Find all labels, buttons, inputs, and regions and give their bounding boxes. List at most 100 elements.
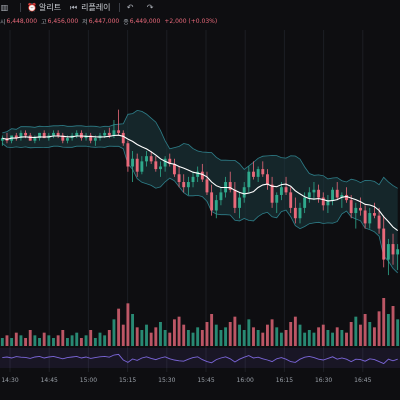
volume-bar — [52, 338, 55, 346]
redo-button[interactable]: ↷ — [146, 3, 158, 12]
volume-bar — [24, 338, 28, 346]
open-value: 6,448,000 — [6, 17, 38, 25]
volume-bar — [154, 327, 158, 346]
volume-bar — [279, 332, 283, 346]
volume-bar — [335, 327, 339, 346]
redo-icon: ↷ — [146, 2, 154, 12]
volume-bar — [354, 316, 358, 346]
volume-bar — [196, 327, 200, 346]
volume-bar — [75, 332, 79, 346]
volume-bar — [205, 322, 209, 346]
volume-bar — [270, 319, 274, 346]
chart-type-icon: ▥ — [0, 2, 9, 12]
volume-bar — [363, 314, 367, 346]
volume-bar — [28, 330, 32, 346]
candle-body — [298, 207, 302, 219]
volume-bar — [112, 319, 116, 346]
candle-body — [172, 163, 176, 175]
replay-icon: ⏮ — [69, 2, 78, 12]
volume-bar — [163, 330, 167, 346]
volume-bar — [168, 332, 172, 346]
candle-body — [24, 132, 28, 136]
volume-bar — [61, 330, 65, 346]
candle-body — [140, 161, 144, 172]
volume-bar — [359, 324, 362, 346]
candle-body — [38, 132, 41, 139]
candle-body — [159, 166, 162, 170]
volume-bar — [93, 338, 97, 346]
volume-bar — [84, 335, 88, 346]
candle-body — [177, 174, 181, 183]
volume-bar — [177, 316, 181, 346]
candle-body — [312, 189, 316, 193]
toolbar-divider — [20, 2, 21, 12]
candle-body — [205, 179, 209, 193]
volume-bar — [98, 332, 102, 346]
replay-button[interactable]: ⏮ 리플레이 — [69, 2, 111, 13]
candle-body — [359, 207, 362, 211]
moving-average-line — [2, 134, 399, 232]
volume-bar — [10, 338, 14, 346]
chart-type-button[interactable]: ▥ — [0, 3, 12, 12]
alert-button[interactable]: ⏰ 알리트 — [27, 2, 61, 13]
volume-bar — [396, 319, 400, 346]
candle-body — [252, 171, 255, 177]
volume-bar — [247, 319, 251, 346]
candle-body — [335, 189, 339, 198]
volume-bar — [38, 338, 41, 346]
undo-button[interactable]: ↶ — [126, 3, 138, 12]
volume-bar — [182, 324, 186, 346]
rsi-line — [2, 353, 398, 365]
x-tick-label: 15:30 — [158, 377, 175, 384]
candle-body — [340, 194, 344, 198]
volume-bar — [214, 324, 218, 346]
candle-body — [93, 138, 97, 141]
candle-body — [186, 182, 190, 188]
volume-bar — [386, 314, 390, 346]
candle-body — [349, 200, 353, 214]
candle-body — [256, 169, 260, 177]
candle-body — [391, 244, 395, 255]
candle-body — [154, 161, 158, 170]
volume-bar — [0, 338, 4, 346]
low-key: 저 — [82, 18, 88, 26]
x-tick-label: 15:00 — [80, 377, 97, 384]
volume-bar — [326, 330, 330, 346]
candle-body — [56, 132, 60, 136]
volume-bar — [238, 324, 241, 346]
candle-body — [242, 187, 246, 198]
open-key: 시 — [0, 18, 6, 26]
volume-bar — [289, 322, 293, 346]
volume-bar — [210, 314, 214, 346]
volume-bar — [252, 327, 255, 346]
candle-body — [145, 156, 148, 162]
volume-bar — [228, 322, 232, 346]
candle-body — [214, 200, 218, 211]
candle-body — [270, 184, 274, 203]
volume-bar — [242, 330, 246, 346]
volume-bar — [224, 327, 228, 346]
volume-bar — [372, 327, 376, 346]
candle-body — [121, 132, 125, 144]
volume-bar — [261, 332, 265, 346]
volume-bar — [107, 330, 111, 346]
candle-body — [377, 215, 381, 229]
x-tick-label: 15:45 — [197, 377, 214, 384]
volume-bar — [140, 330, 144, 346]
candle-body — [247, 171, 251, 188]
candle-body — [293, 207, 297, 219]
alert-label: 알리트 — [39, 2, 62, 12]
undo-icon: ↶ — [126, 2, 134, 12]
volume-bar — [266, 324, 269, 346]
volume-bar — [149, 332, 153, 346]
candle-body — [233, 189, 237, 208]
volume-bar — [307, 330, 311, 346]
volume-bar — [312, 332, 316, 346]
candle-body — [307, 192, 311, 198]
candle-body — [238, 197, 241, 208]
volume-bar — [126, 303, 130, 346]
volume-bar — [5, 335, 9, 346]
candle-body — [386, 244, 390, 260]
candle-body — [89, 135, 93, 141]
